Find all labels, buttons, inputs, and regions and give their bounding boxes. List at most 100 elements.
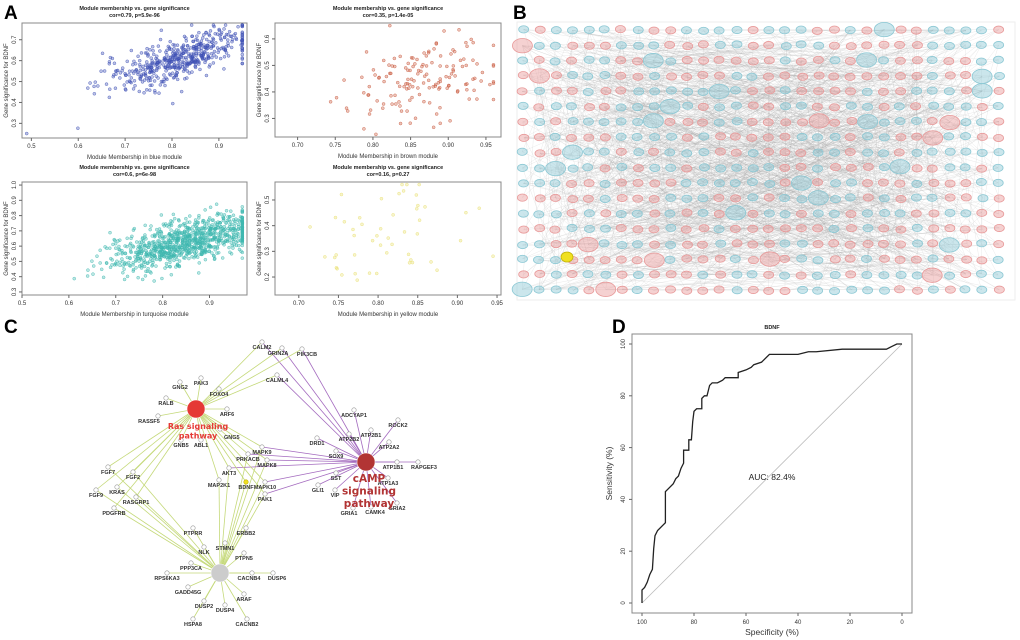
gene-node-up — [961, 239, 973, 248]
gene-node-down — [796, 254, 808, 263]
gene-node-up — [599, 256, 611, 265]
data-point — [230, 243, 235, 248]
gene-node-up — [861, 26, 873, 35]
data-point — [143, 223, 147, 228]
gene-node-up — [912, 286, 923, 295]
gene-label: AKT3 — [222, 471, 236, 477]
data-point — [362, 127, 366, 131]
gene-node-up — [747, 240, 759, 249]
gene-node-up — [763, 72, 774, 81]
gene-node-up — [681, 270, 692, 279]
gene-node-up — [763, 193, 775, 202]
data-point — [212, 49, 217, 54]
data-point — [185, 44, 190, 48]
gene-node-down — [731, 163, 743, 172]
gene-node-down — [780, 42, 792, 51]
data-point — [194, 58, 198, 63]
data-point — [232, 242, 236, 247]
data-point — [414, 207, 419, 211]
data-point — [414, 193, 419, 197]
data-point — [207, 33, 212, 38]
gene-node-up — [615, 56, 627, 65]
data-point — [162, 73, 166, 77]
gene-node-up — [600, 86, 612, 95]
gene-node-down — [779, 26, 790, 35]
gene-node-up — [829, 118, 841, 127]
data-point — [112, 61, 117, 66]
data-point — [76, 126, 80, 130]
data-point — [422, 51, 426, 55]
gene-node-down — [746, 270, 758, 279]
gene-node-up — [682, 42, 694, 51]
data-point — [148, 227, 152, 232]
gene-node-up — [764, 86, 776, 95]
gene-node-down — [582, 87, 594, 96]
data-point — [121, 259, 125, 264]
gene-node — [386, 439, 392, 445]
data-point — [204, 37, 209, 42]
gene-node-up — [861, 41, 873, 50]
data-point — [240, 225, 245, 229]
data-point — [141, 67, 145, 72]
gene-node-up — [993, 285, 1005, 294]
data-point — [200, 36, 205, 40]
gene-node-down — [812, 164, 823, 173]
gene-label: MAP2K1 — [208, 483, 230, 489]
gene-node-down — [517, 254, 528, 263]
y-tick-label: 20 — [621, 547, 627, 554]
data-point — [413, 116, 418, 121]
data-point — [150, 83, 154, 87]
data-point — [135, 256, 140, 261]
data-point — [150, 252, 154, 256]
gene-node-down — [926, 147, 938, 156]
data-point — [475, 97, 479, 101]
gene-node-down — [567, 71, 578, 80]
data-point — [407, 82, 412, 87]
gene-node-down — [992, 271, 1004, 280]
data-point — [189, 52, 193, 56]
gene-node-down — [534, 240, 545, 249]
gene-node-down — [779, 86, 791, 95]
gene-node-up — [895, 25, 907, 34]
gene-node — [395, 417, 401, 423]
data-point — [158, 37, 163, 42]
data-point — [219, 212, 223, 216]
data-point — [123, 71, 127, 76]
gene-node-up — [665, 285, 676, 294]
gene-node-up — [828, 239, 840, 248]
gene-label: DUSP2 — [195, 604, 213, 610]
gene-node-up — [747, 209, 759, 218]
gene-label: ADCYAP1 — [341, 413, 367, 419]
data-point — [120, 248, 124, 253]
gene-node-up — [845, 163, 857, 172]
data-point — [427, 101, 432, 105]
gene-node-up — [911, 132, 923, 141]
data-point — [200, 249, 204, 254]
gene-node-up — [844, 240, 856, 249]
gene-node-down — [797, 239, 808, 248]
data-point — [96, 84, 100, 88]
gene-label: CAMK4 — [365, 510, 385, 516]
y-tick-label: 0.7 — [12, 226, 18, 235]
gene-node-down — [599, 56, 611, 65]
data-point — [204, 73, 209, 78]
gene-node-up — [976, 208, 988, 217]
data-point — [85, 274, 90, 278]
pathway-hub-camp — [356, 452, 376, 472]
gene-node-down — [631, 285, 643, 294]
data-point — [212, 24, 216, 29]
data-point — [128, 256, 132, 260]
scatter-plot-turquoise: Module membership vs. gene significancec… — [4, 165, 248, 318]
gene-node-up — [529, 68, 550, 84]
data-point — [225, 38, 230, 42]
data-point — [362, 91, 366, 95]
data-point — [120, 252, 124, 256]
gene-node-up — [616, 178, 627, 187]
data-point — [157, 255, 162, 259]
gene-node-down — [665, 57, 677, 66]
gene-node-down — [729, 179, 741, 188]
gene-node-up — [921, 267, 943, 283]
gene-node-down — [583, 117, 594, 126]
gene-node-up — [715, 270, 727, 279]
data-point — [407, 261, 412, 265]
